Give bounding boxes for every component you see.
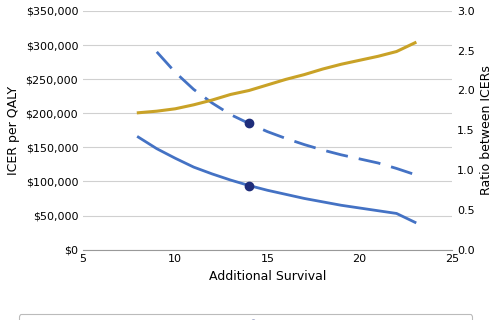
Y-axis label: ICER per QALY: ICER per QALY bbox=[7, 86, 20, 175]
X-axis label: Additional Survival: Additional Survival bbox=[209, 270, 326, 283]
Legend: Chronic vs. SoC, SST vs. SoC, Base case, Ratio between ICERs: Chronic vs. SoC, SST vs. SoC, Base case,… bbox=[18, 315, 472, 320]
Y-axis label: Ratio between ICERs: Ratio between ICERs bbox=[480, 65, 493, 195]
